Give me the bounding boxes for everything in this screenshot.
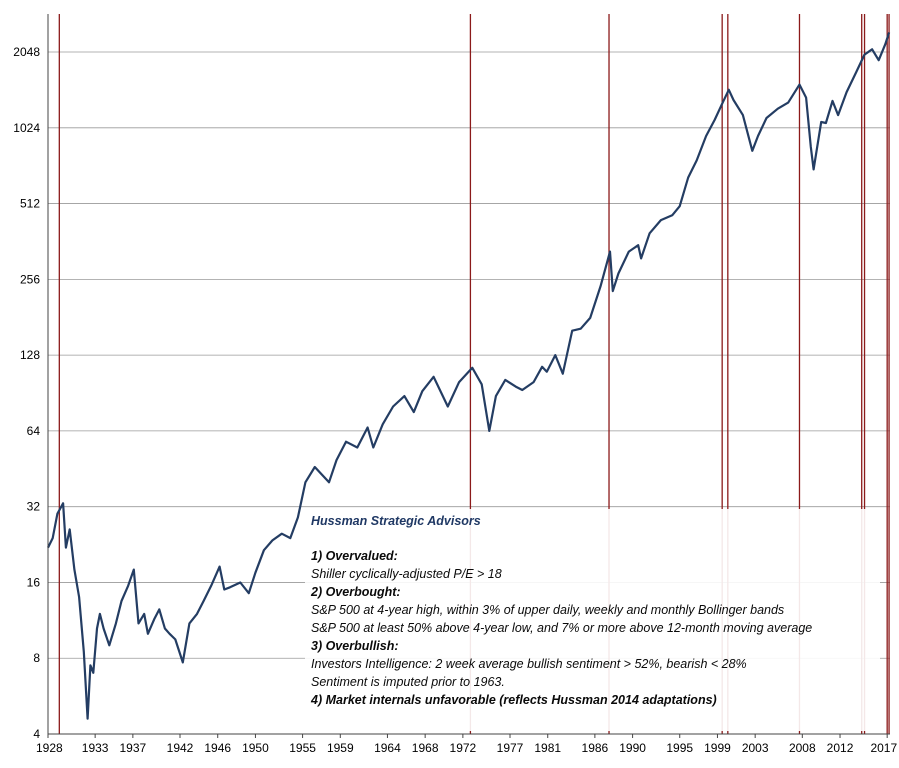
x-tick-1928: 1928: [36, 741, 63, 755]
criterion-1-heading: 1) Overvalued:: [311, 549, 398, 563]
y-tick-1024: 1024: [13, 121, 40, 135]
criterion-3-text-a: Investors Intelligence: 2 week average b…: [311, 657, 747, 671]
criterion-2-text-a: S&P 500 at 4-year high, within 3% of upp…: [311, 603, 785, 617]
x-tick-1972: 1972: [450, 741, 477, 755]
x-tick-2003: 2003: [742, 741, 769, 755]
x-tick-1981: 1981: [534, 741, 561, 755]
criterion-2-text-b: S&P 500 at least 50% above 4-year low, a…: [311, 621, 813, 635]
y-tick-256: 256: [20, 272, 40, 286]
y-tick-8: 8: [33, 651, 40, 665]
x-tick-1995: 1995: [666, 741, 693, 755]
x-tick-1968: 1968: [412, 741, 439, 755]
x-tick-1950: 1950: [242, 741, 269, 755]
criterion-3-text-b: Sentiment is imputed prior to 1963.: [311, 675, 505, 689]
x-tick-2008: 2008: [789, 741, 816, 755]
gridlines: [48, 51, 890, 735]
annotation-box: Hussman Strategic Advisors 1) Overvalued…: [305, 509, 880, 731]
y-tick-128: 128: [20, 348, 40, 362]
x-tick-2017: 2017: [870, 741, 897, 755]
y-tick-labels: 4 8 16 32 64 128 256 512 1024 2048: [13, 45, 40, 741]
x-tick-1955: 1955: [289, 741, 316, 755]
annotation-title: Hussman Strategic Advisors: [311, 514, 481, 528]
x-tick-1964: 1964: [374, 741, 401, 755]
sp500-line: [47, 32, 891, 720]
y-tick-4: 4: [33, 727, 40, 741]
criterion-2-heading: 2) Overbought:: [311, 585, 401, 599]
x-tick-2012: 2012: [827, 741, 854, 755]
y-tick-512: 512: [20, 197, 40, 211]
x-tick-labels: 1928 1933 1937 1942 1946 1950 1955 1959 1964 1968…: [36, 741, 897, 755]
x-tick-1986: 1986: [582, 741, 609, 755]
x-tick-1959: 1959: [327, 741, 354, 755]
criterion-1-text: Shiller cyclically-adjusted P/E > 18: [311, 567, 502, 581]
x-tick-1946: 1946: [204, 741, 231, 755]
x-tick-1937: 1937: [120, 741, 147, 755]
x-tick-1942: 1942: [167, 741, 194, 755]
y-tick-16: 16: [27, 575, 41, 589]
x-tick-1933: 1933: [82, 741, 109, 755]
y-tick-32: 32: [27, 500, 41, 514]
price-series: [47, 32, 891, 720]
axes: [47, 14, 890, 738]
y-tick-64: 64: [27, 424, 41, 438]
x-tick-1990: 1990: [619, 741, 646, 755]
x-tick-1999: 1999: [704, 741, 731, 755]
criterion-4-heading: 4) Market internals unfavorable (reflect…: [311, 693, 717, 707]
criterion-3-heading: 3) Overbullish:: [311, 639, 399, 653]
x-tick-1977: 1977: [497, 741, 524, 755]
y-tick-2048: 2048: [13, 45, 40, 59]
